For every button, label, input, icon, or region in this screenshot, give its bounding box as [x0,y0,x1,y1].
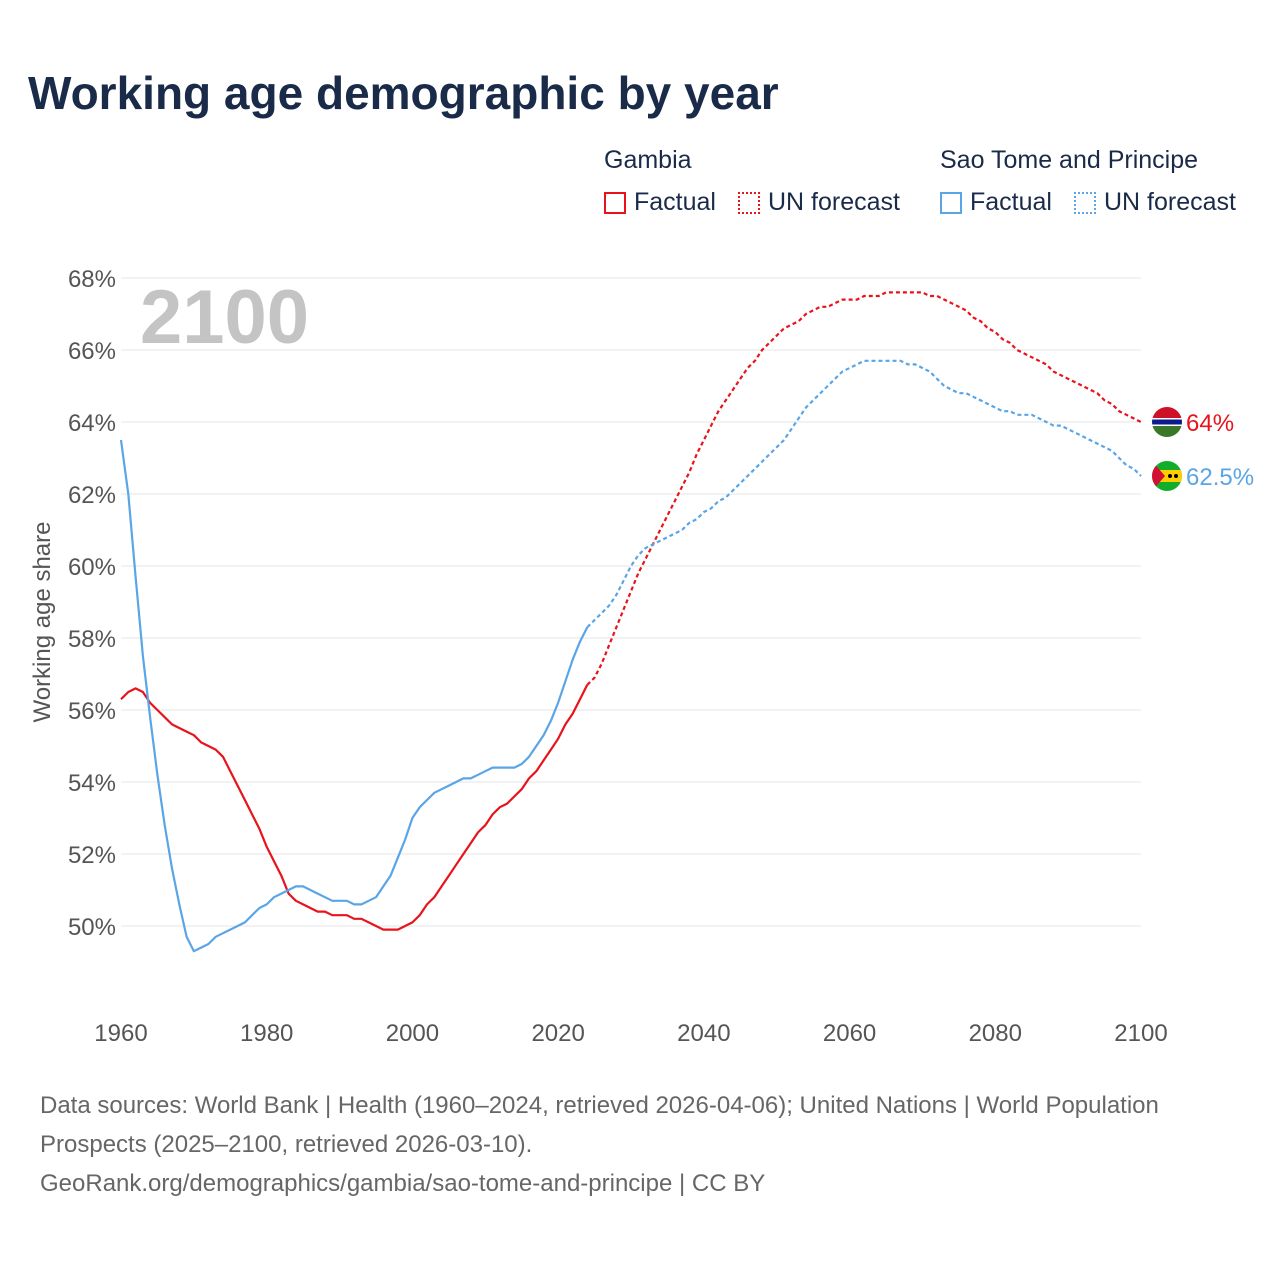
line-chart: 2100 50% 52% 54% 56% 58% 60% 62% 64% 66% 68% 1960… [29,266,1254,1047]
x-tick-label: 2020 [531,1020,584,1047]
y-tick-label: 56% [68,698,116,725]
legend-item-forecast[interactable]: UN forecast [1074,188,1236,217]
y-tick-label: 52% [68,842,116,869]
x-tick-label: 2040 [677,1020,730,1047]
gambia-flag-icon [1152,407,1182,437]
legend-item-forecast[interactable]: UN forecast [738,188,900,217]
sources-line-2[interactable]: GeoRank.org/demographics/gambia/sao-tome… [40,1170,766,1197]
x-tick-label: 2000 [386,1020,439,1047]
y-tick-label: 60% [68,554,116,581]
legend-swatch-dotted [738,191,760,214]
series-line-forecast [586,291,1142,686]
x-tick-label: 2080 [969,1020,1022,1047]
legend-label: Factual [634,188,716,216]
legend-group-name: Sao Tome and Principe [940,146,1199,174]
sources-line-1: Data sources: World Bank | Health (1960–… [40,1092,1159,1158]
chart-title: Working age demographic by year [28,67,779,119]
sao-tome-and-principe-flag-icon [1152,461,1182,491]
series-line-factual [119,439,589,953]
legend-swatch-dotted [1074,191,1096,214]
x-tick-label: 1980 [240,1020,293,1047]
year-watermark: 2100 [140,275,309,360]
y-tick-label: 68% [68,266,116,293]
y-tick-label: 66% [68,338,116,365]
legend-group-name: Gambia [604,146,692,174]
series-end-label: 62.5% [1186,464,1254,491]
x-tick-label: 1960 [94,1020,147,1047]
y-tick-label: 62% [68,482,116,509]
y-tick-label: 50% [68,914,116,941]
y-tick-label: 64% [68,410,116,437]
y-tick-label: 54% [68,770,116,797]
legend-item-factual[interactable]: Factual [604,188,716,217]
series-line-factual [120,684,589,931]
legend-label: UN forecast [1104,188,1236,216]
legend-swatch-solid [604,191,626,214]
legend-swatch-solid [940,191,962,214]
y-axis-label: Working age share [29,522,56,723]
legend-item-factual[interactable]: Factual [940,188,1052,217]
x-tick-label: 2100 [1114,1020,1167,1047]
legend-label: Factual [970,188,1052,216]
y-tick-label: 58% [68,626,116,653]
data-sources: Data sources: World Bank | Health (1960–… [40,1086,1220,1203]
series-end-label: 64% [1186,410,1234,437]
x-tick-label: 2060 [823,1020,876,1047]
legend-label: UN forecast [768,188,900,216]
